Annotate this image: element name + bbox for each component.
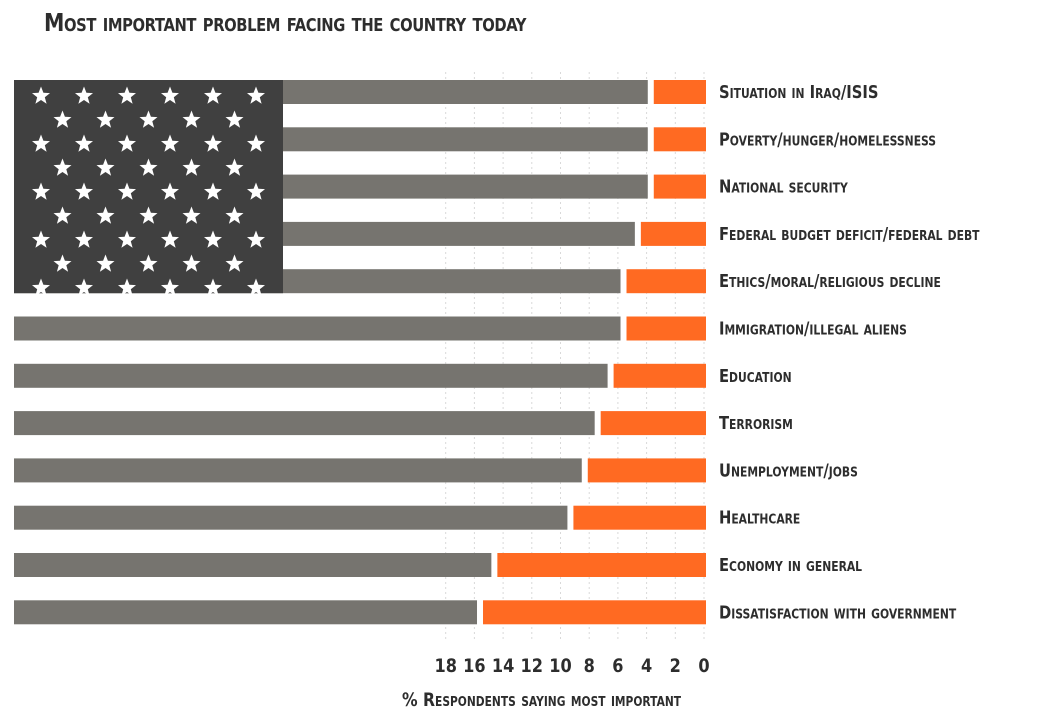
bar bbox=[626, 269, 706, 294]
star-icon bbox=[161, 182, 179, 200]
star-icon bbox=[247, 230, 265, 248]
tick-label: 4 bbox=[641, 656, 652, 678]
star-icon bbox=[118, 278, 136, 296]
star-icon bbox=[139, 206, 158, 224]
chart-title: Most important problem facing the countr… bbox=[44, 8, 527, 37]
star-icon bbox=[161, 230, 179, 248]
tick-label: 12 bbox=[521, 656, 543, 678]
star-icon bbox=[139, 110, 158, 128]
star-icon bbox=[247, 86, 265, 104]
star-icon bbox=[182, 158, 201, 176]
category-label: Poverty/hunger/homelessness bbox=[719, 129, 936, 150]
star-icon bbox=[32, 134, 50, 152]
tick-label: 10 bbox=[549, 656, 571, 678]
star-icon bbox=[225, 110, 244, 128]
bar bbox=[653, 127, 706, 152]
star-icon bbox=[225, 254, 244, 272]
bar bbox=[497, 553, 706, 577]
star-icon bbox=[75, 182, 93, 200]
star-icon bbox=[204, 86, 222, 104]
flag-stripe bbox=[14, 505, 568, 530]
star-icon bbox=[161, 278, 179, 296]
bar bbox=[587, 458, 706, 483]
flag-stripe bbox=[14, 553, 492, 577]
star-icon bbox=[225, 206, 244, 224]
tick-label: 6 bbox=[612, 656, 623, 678]
star-icon bbox=[96, 206, 115, 224]
category-label: Economy in general bbox=[719, 555, 862, 576]
star-icon bbox=[53, 158, 72, 176]
star-icon bbox=[139, 158, 158, 176]
star-icon bbox=[118, 182, 136, 200]
star-icon bbox=[182, 254, 201, 272]
star-icon bbox=[204, 134, 222, 152]
star-icon bbox=[32, 230, 50, 248]
bar bbox=[600, 411, 706, 436]
tick-label: 18 bbox=[434, 656, 456, 678]
category-label: Healthcare bbox=[719, 507, 800, 528]
bar bbox=[653, 174, 706, 199]
x-axis-label: % Respondents saying most important bbox=[402, 689, 682, 711]
star-icon bbox=[139, 254, 158, 272]
star-icon bbox=[96, 110, 115, 128]
tick-label: 2 bbox=[670, 656, 681, 678]
star-icon bbox=[161, 134, 179, 152]
category-label: Terrorism bbox=[719, 413, 793, 434]
star-icon bbox=[96, 254, 115, 272]
star-icon bbox=[204, 230, 222, 248]
tick-label: 14 bbox=[492, 656, 514, 678]
star-icon bbox=[161, 86, 179, 104]
star-icon bbox=[32, 278, 50, 296]
star-icon bbox=[75, 230, 93, 248]
star-icon bbox=[32, 86, 50, 104]
star-icon bbox=[247, 182, 265, 200]
category-label: Situation in Iraq/ISIS bbox=[719, 82, 878, 103]
star-icon bbox=[75, 278, 93, 296]
star-icon bbox=[118, 230, 136, 248]
star-icon bbox=[96, 158, 115, 176]
tick-label: 0 bbox=[698, 656, 709, 678]
tick-label: 16 bbox=[463, 656, 485, 678]
star-icon bbox=[118, 86, 136, 104]
star-icon bbox=[32, 182, 50, 200]
bar bbox=[573, 505, 706, 530]
star-icon bbox=[53, 206, 72, 224]
flag-stripe bbox=[14, 600, 478, 625]
star-icon bbox=[182, 110, 201, 128]
category-label: Education bbox=[719, 365, 792, 386]
star-icon bbox=[204, 182, 222, 200]
star-icon bbox=[247, 278, 265, 296]
bar bbox=[613, 363, 706, 388]
tick-label: 8 bbox=[584, 656, 595, 678]
star-icon bbox=[204, 278, 222, 296]
category-label: Federal budget deficit/federal debt bbox=[719, 223, 980, 244]
star-icon bbox=[118, 134, 136, 152]
star-icon bbox=[53, 110, 72, 128]
star-icon bbox=[75, 134, 93, 152]
flag-canton bbox=[14, 80, 283, 296]
category-label: Unemployment/jobs bbox=[719, 460, 858, 481]
bar bbox=[640, 221, 706, 246]
x-axis-ticks: 18 16 14 12 10 8 6 4 2 0 bbox=[434, 656, 709, 678]
flag-stripe bbox=[14, 411, 595, 436]
category-label: Dissatisfaction with government bbox=[719, 602, 957, 623]
star-icon bbox=[247, 134, 265, 152]
star-icon bbox=[53, 254, 72, 272]
category-label: National security bbox=[719, 176, 848, 197]
bar bbox=[653, 80, 706, 104]
flag-stripe bbox=[14, 363, 608, 388]
bar bbox=[483, 600, 706, 625]
flag-stripe bbox=[14, 316, 621, 341]
bar bbox=[626, 316, 706, 341]
star-icon bbox=[225, 158, 244, 176]
category-label: Ethics/moral/religious decline bbox=[719, 271, 941, 292]
category-label: Immigration/illegal aliens bbox=[719, 318, 907, 339]
flag-stripe bbox=[14, 458, 582, 483]
star-icon bbox=[75, 86, 93, 104]
star-icon bbox=[182, 206, 201, 224]
